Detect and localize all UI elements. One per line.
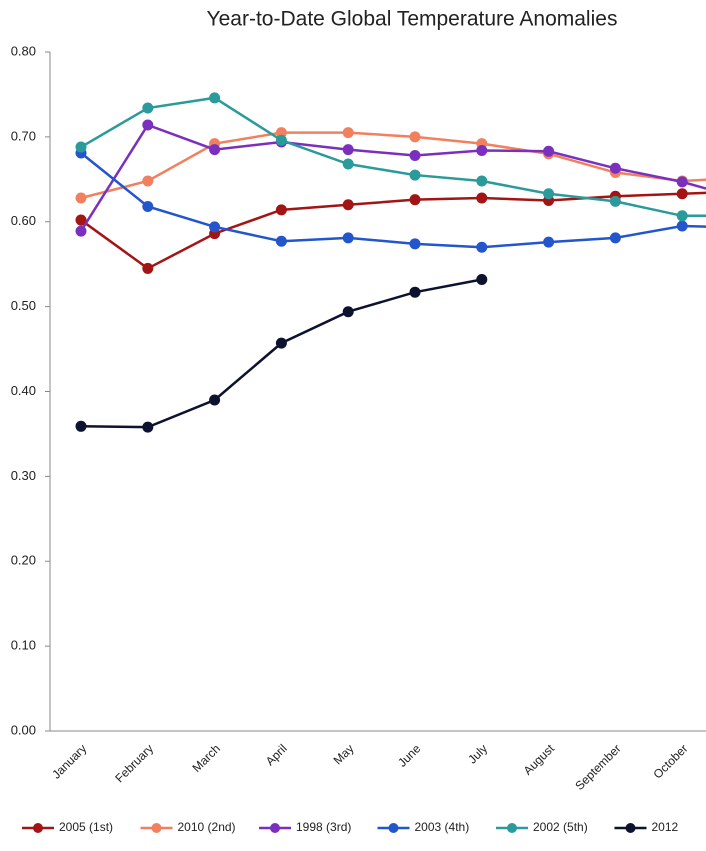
data-point [342,144,354,156]
y-tick-label: 0.60 [11,213,36,228]
data-point [75,214,87,226]
legend-label: 1998 (3rd) [296,820,351,834]
x-tick-label: July [465,741,490,766]
data-point [409,194,421,206]
data-point [142,200,154,212]
data-point [476,192,488,204]
data-point [142,119,154,131]
x-tick-label: September [572,741,623,792]
y-tick-label: 0.80 [11,43,36,58]
data-point [209,92,221,104]
x-tick-label: May [331,741,357,767]
y-tick-label: 0.20 [11,553,36,568]
legend-label: 2010 (2nd) [178,820,236,834]
legend-marker [151,823,162,833]
data-point [275,134,287,146]
data-point [409,286,421,298]
y-tick-label: 0.10 [11,638,36,653]
x-tick-label: October [650,741,690,781]
data-point [609,232,621,244]
data-point [275,204,287,216]
data-point [543,236,555,248]
data-point [75,192,87,204]
series-line [80,278,483,429]
data-point [609,162,621,174]
legend-marker [270,823,280,833]
x-tick-label: March [189,741,222,774]
y-tick-label: 0.00 [11,722,36,737]
data-point [342,232,354,244]
legend-label: 2003 (4th) [415,820,470,834]
data-point [209,221,221,233]
legend-marker [33,823,43,833]
x-tick-label: January [49,741,89,781]
data-point [476,241,488,253]
data-point [142,175,154,187]
legend-label: 2012 [652,820,679,834]
y-tick-label: 0.30 [11,468,36,483]
x-tick-label: April [263,741,290,768]
y-tick-label: 0.70 [11,128,36,143]
data-point [275,337,287,349]
data-point [142,262,154,274]
data-point [543,145,555,157]
data-point [75,420,87,432]
data-point [275,127,287,139]
legend-marker [507,823,517,833]
legend-label: 2005 (1st) [59,820,113,834]
data-point [476,273,488,285]
chart-title: Year-to-Date Global Temperature Anomalie… [207,8,618,31]
data-point [342,306,354,318]
data-point [543,188,555,200]
data-point [609,195,621,207]
data-point [409,131,421,143]
data-point [275,235,287,247]
data-point [209,394,221,406]
data-point [75,225,87,237]
data-point [409,238,421,250]
data-point [676,220,688,232]
data-point [476,144,488,156]
legend-label: 2002 (5th) [533,820,588,834]
x-tick-label: August [521,741,558,778]
y-tick-label: 0.40 [11,383,36,398]
data-point [409,150,421,162]
data-point [75,141,87,153]
y-tick-label: 0.50 [11,298,36,313]
data-point [409,169,421,181]
x-tick-label: February [112,741,156,785]
data-point [342,127,354,139]
legend-marker [388,823,399,833]
data-point [342,199,354,211]
data-point [142,102,154,114]
data-point [209,144,221,156]
data-point [476,175,488,187]
x-tick-label: June [395,741,424,770]
data-point [676,210,688,222]
data-point [342,158,354,170]
legend-marker [625,823,636,833]
data-point [142,421,154,433]
data-point [676,188,688,200]
data-point [676,176,688,188]
